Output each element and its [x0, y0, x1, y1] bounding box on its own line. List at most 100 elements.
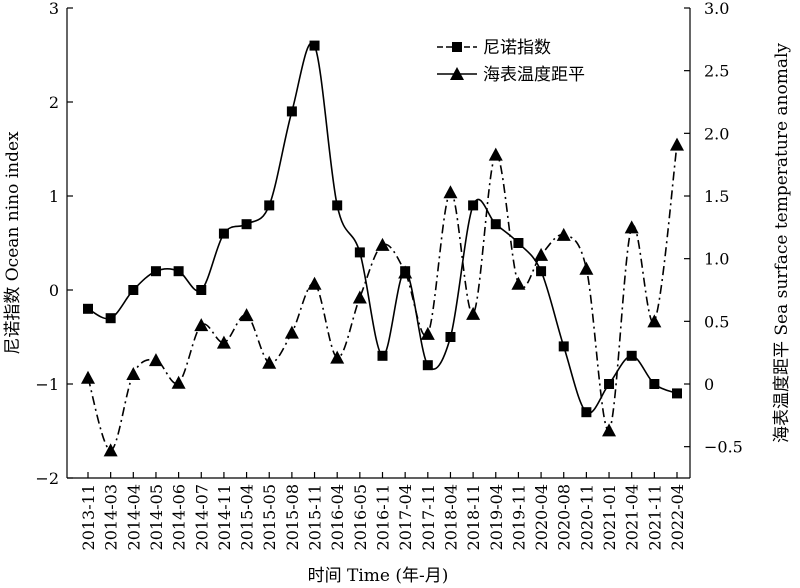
nino-point [173, 266, 184, 277]
x-tick-label: 2020-11 [577, 484, 596, 550]
nino-point [626, 350, 637, 361]
plot-frame [66, 8, 691, 479]
sst-point [375, 237, 390, 251]
x-tick-label: 2018-04 [441, 484, 460, 550]
sst-point [579, 261, 594, 275]
nino-point [218, 228, 229, 239]
nino-point [672, 388, 682, 399]
x-tick-label: 2019-04 [487, 484, 506, 550]
x-tick-label: 2022-04 [668, 484, 687, 550]
sst-point [81, 370, 95, 384]
right-axis-title: 海表温度距平 Sea surface temperature anomaly [772, 43, 792, 443]
sst-point [556, 227, 571, 241]
nino-point [377, 350, 388, 361]
nino-point [354, 247, 365, 258]
x-tick-label: 2016-05 [351, 484, 370, 550]
sst-point [307, 276, 322, 290]
right-tick-label: 0 [704, 375, 714, 394]
x-tick-label: 2017-11 [419, 484, 438, 550]
sst-point [352, 290, 367, 304]
nino-point [558, 341, 569, 352]
sst-point [262, 355, 277, 369]
series-line-sst [87, 144, 678, 452]
x-tick-label: 2014-04 [124, 484, 143, 550]
sst-point [488, 147, 503, 161]
left-tick-label: 0 [49, 281, 59, 300]
x-tick-label: 2014-05 [147, 484, 166, 550]
sst-point [624, 220, 639, 234]
sst-point [284, 325, 299, 339]
legend: 尼诺指数 海表温度距平 [437, 38, 585, 85]
nino-point [581, 407, 592, 418]
nino-point [286, 106, 297, 117]
x-tick-label: 2019-11 [509, 484, 528, 550]
sst-point [239, 308, 254, 322]
x-tick-label: 2020-04 [532, 484, 551, 550]
x-ticks: 2013-11 2014-03 2014-04 2014-05 2014-06 2014-… [79, 472, 687, 550]
sst-point [511, 276, 526, 290]
right-tick-label: 1.0 [704, 250, 729, 269]
right-tick-label: 1.5 [704, 187, 729, 206]
x-tick-label: 2020-08 [555, 484, 574, 550]
sst-point [148, 353, 163, 367]
sst-point [647, 314, 662, 328]
nino-point [83, 303, 93, 314]
x-tick-label: 2021-11 [645, 484, 664, 550]
x-tick-label: 2015-04 [238, 484, 257, 550]
sst-point [216, 335, 231, 349]
sst-point [466, 306, 481, 320]
nino-point [309, 40, 320, 51]
sst-point [194, 318, 209, 332]
left-tick-label: −1 [35, 375, 59, 394]
x-tick-label: 2014-11 [215, 484, 234, 550]
x-tick-label: 2013-11 [79, 484, 98, 550]
nino-point [649, 379, 660, 389]
right-tick-label: 3.0 [704, 0, 729, 18]
left-tick-label: 1 [49, 187, 59, 206]
nino-point [105, 313, 116, 324]
nino-point [332, 200, 343, 211]
right-y-ticks: −0.5 0 0.5 1.0 1.5 2.0 2.5 3.0 [684, 0, 743, 457]
sst-point [420, 326, 435, 340]
nino-point [128, 285, 139, 295]
right-tick-label: 0.5 [704, 312, 729, 331]
nino-point [422, 360, 433, 371]
legend-label-nino: 尼诺指数 [483, 38, 551, 58]
nino-point [150, 266, 161, 277]
right-tick-label: 2.0 [704, 124, 729, 143]
nino-point [468, 200, 479, 211]
x-tick-label: 2014-07 [192, 484, 211, 550]
legend-marker-square [452, 42, 462, 52]
x-tick-label: 2016-04 [328, 484, 347, 550]
legend-label-sst: 海表温度距平 [483, 65, 585, 85]
x-tick-label: 2014-06 [170, 484, 189, 550]
left-tick-label: 2 [49, 93, 59, 112]
legend-marker-triangle [450, 67, 464, 80]
sst-point [103, 443, 118, 457]
series-layer [81, 40, 684, 457]
sst-point [171, 375, 186, 389]
nino-point [490, 219, 501, 230]
sst-point [398, 265, 413, 279]
right-tick-label: −0.5 [704, 438, 743, 457]
x-tick-label: 2021-01 [600, 484, 619, 550]
right-tick-label: 2.5 [704, 62, 729, 81]
sst-point [534, 247, 549, 261]
sst-point [126, 366, 141, 380]
nino-point [241, 219, 252, 230]
sst-point [443, 185, 458, 199]
left-tick-label: 3 [49, 0, 59, 18]
sst-point [330, 350, 345, 364]
nino-point [513, 238, 524, 248]
left-tick-label: −2 [35, 469, 59, 488]
x-tick-label: 2018-11 [464, 484, 483, 550]
nino-point [604, 379, 615, 389]
nino-point [196, 285, 207, 295]
nino-point [536, 266, 547, 277]
left-axis-title: 尼诺指数 Ocean nino index [3, 131, 23, 355]
x-tick-label: 2021-04 [623, 484, 642, 550]
x-tick-label: 2015-11 [306, 484, 325, 550]
x-tick-label: 2014-03 [102, 484, 121, 550]
x-axis-title: 时间 Time (年-月) [308, 566, 449, 586]
